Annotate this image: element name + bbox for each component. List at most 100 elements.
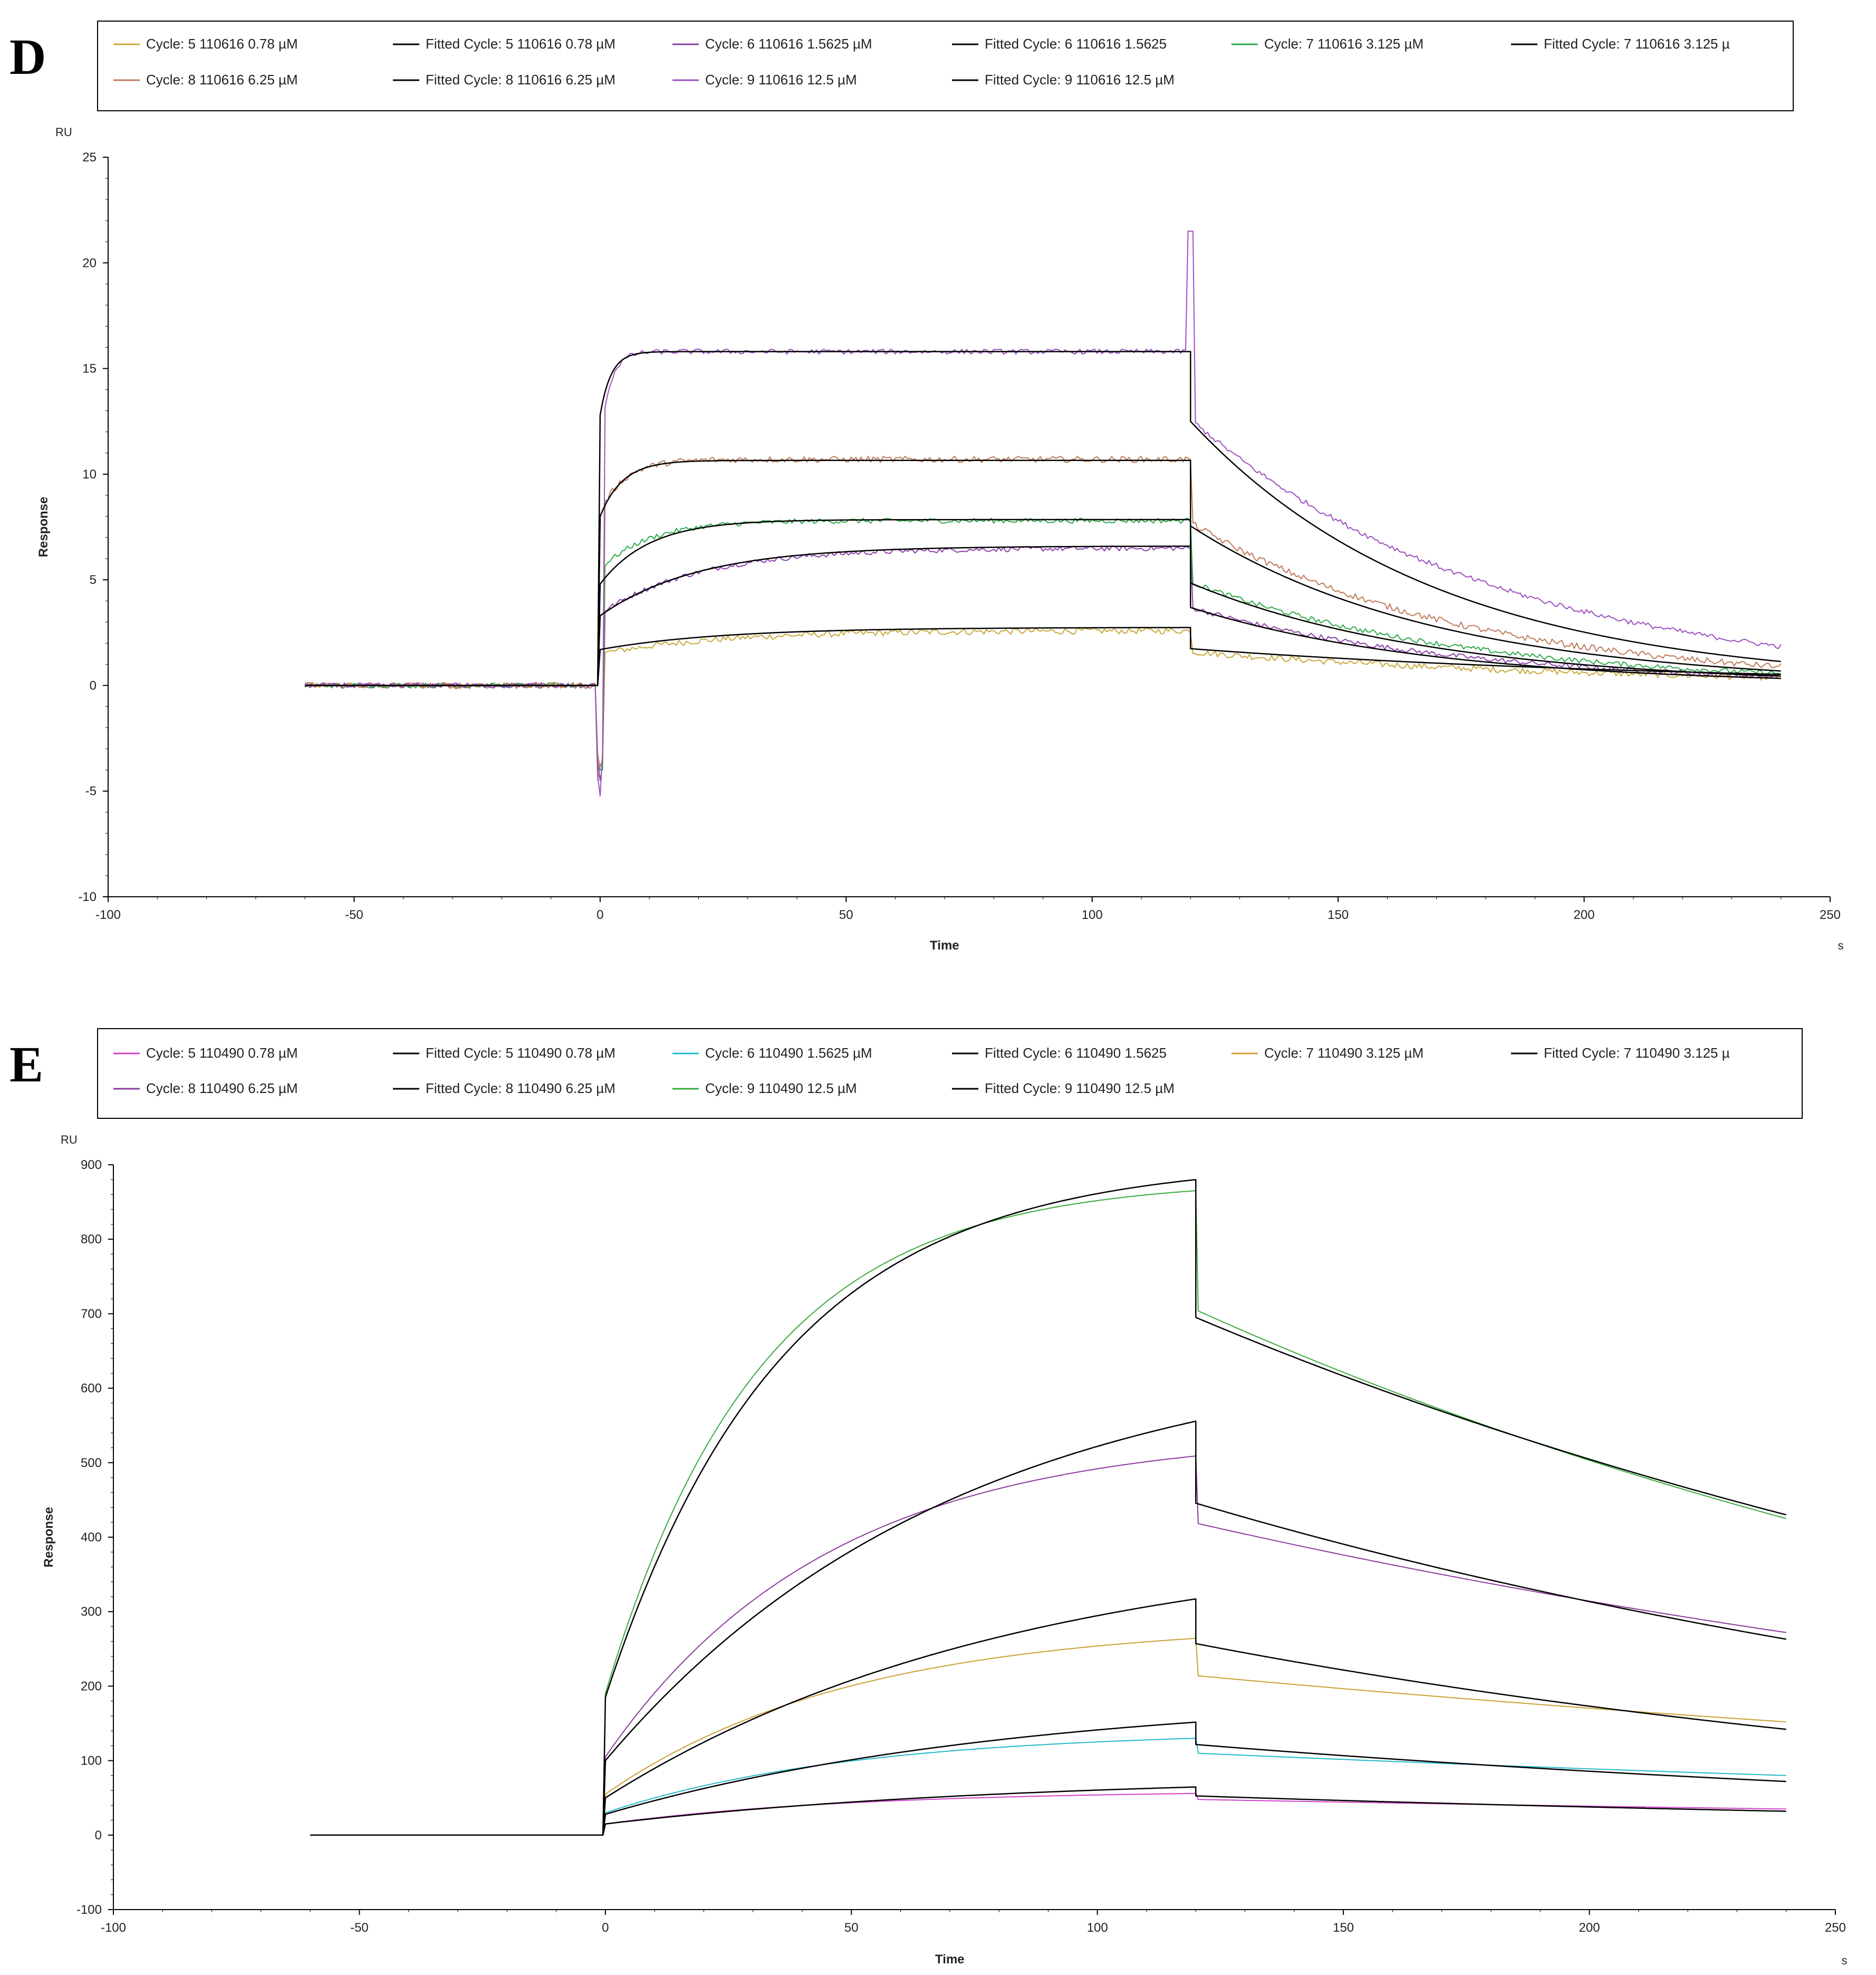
x-tick-label: 0 xyxy=(602,1921,609,1935)
legend-item: Cycle: 7 110490 3.125 µM xyxy=(1232,1045,1423,1061)
legend-item: Fitted Cycle: 6 110616 1.5625 xyxy=(952,36,1167,52)
legend-label: Cycle: 6 110490 1.5625 µM xyxy=(705,1045,872,1061)
y-tick-label: 25 xyxy=(82,150,97,165)
y-tick-label: 10 xyxy=(82,467,97,482)
y-tick-label: -10 xyxy=(78,890,97,904)
legend-item: Cycle: 8 110616 6.25 µM xyxy=(113,72,298,88)
x-tick-label: 100 xyxy=(1082,908,1103,922)
x-tick-label: 250 xyxy=(1825,1921,1846,1935)
legend-label: Fitted Cycle: 8 110490 6.25 µM xyxy=(426,1080,615,1096)
legend-label: Fitted Cycle: 5 110490 0.78 µM xyxy=(426,1045,615,1061)
y-tick-label: 500 xyxy=(81,1456,102,1470)
data-series-line xyxy=(304,627,1781,781)
x-tick-label: 100 xyxy=(1087,1921,1108,1935)
fit-series-line xyxy=(310,1786,1786,1836)
y-tick-label: 600 xyxy=(81,1382,102,1396)
x-tick-label: 50 xyxy=(844,1921,859,1935)
legend-item: Fitted Cycle: 9 110616 12.5 µM xyxy=(952,72,1175,88)
legend-item: Cycle: 9 110616 12.5 µM xyxy=(672,72,857,88)
legend-label: Cycle: 6 110616 1.5625 µM xyxy=(705,36,872,52)
y-tick-label: 400 xyxy=(81,1530,102,1545)
y-tick-label: 15 xyxy=(82,362,97,376)
legend-item: Cycle: 6 110490 1.5625 µM xyxy=(672,1045,872,1061)
y-unit-label: RU xyxy=(61,1133,78,1146)
y-tick-label: 20 xyxy=(82,256,97,270)
legend-label: Cycle: 5 110490 0.78 µM xyxy=(146,1045,298,1061)
legend-item: Cycle: 5 110616 0.78 µM xyxy=(113,36,298,52)
legend-label: Cycle: 8 110490 6.25 µM xyxy=(146,1080,298,1096)
legend-e: Cycle: 5 110490 0.78 µM Fitted Cycle: 5 1… xyxy=(113,1045,1730,1096)
x-axis-title: Time xyxy=(930,938,959,953)
legend-label: Fitted Cycle: 7 110490 3.125 µ xyxy=(1544,1045,1730,1061)
y-tick-label: 200 xyxy=(81,1679,102,1693)
x-axis-title: Time xyxy=(935,1952,965,1967)
x-tick-label: 200 xyxy=(1574,908,1595,922)
legend-label: Fitted Cycle: 6 110616 1.5625 xyxy=(985,36,1167,52)
legend-box-e xyxy=(97,1028,1803,1119)
y-axis-title: Response xyxy=(36,497,51,558)
y-tick-label: -5 xyxy=(85,784,97,799)
panel-e: E Cycle: 5 110490 0.78 µM Fitted Cycle: 5… xyxy=(9,1028,1848,1967)
legend-label: Fitted Cycle: 6 110490 1.5625 xyxy=(985,1045,1167,1061)
fit-series-line xyxy=(310,1721,1786,1836)
y-tick-label: 300 xyxy=(81,1605,102,1619)
legend-label: Cycle: 8 110616 6.25 µM xyxy=(146,72,298,88)
data-series-line xyxy=(310,1792,1786,1836)
legend-item: Fitted Cycle: 9 110490 12.5 µM xyxy=(952,1080,1175,1096)
legend-item: Fitted Cycle: 8 110490 6.25 µM xyxy=(393,1080,615,1096)
legend-item: Fitted Cycle: 6 110490 1.5625 xyxy=(952,1045,1167,1061)
data-series-line xyxy=(310,1455,1786,1836)
legend-item: Fitted Cycle: 5 110490 0.78 µM xyxy=(393,1045,615,1061)
fit-series-line xyxy=(305,519,1781,686)
data-series-line xyxy=(310,1738,1786,1836)
fit-series-line xyxy=(310,1598,1786,1836)
legend-item: Cycle: 7 110616 3.125 µM xyxy=(1232,36,1423,52)
plot-area-e xyxy=(310,1179,1787,1836)
legend-item: Fitted Cycle: 5 110616 0.78 µM xyxy=(393,36,615,52)
x-tick-label: -100 xyxy=(101,1921,126,1935)
x-tick-label: -50 xyxy=(345,908,363,922)
legend-label: Fitted Cycle: 7 110616 3.125 µ xyxy=(1544,36,1730,52)
data-series-line xyxy=(304,231,1782,797)
panel-label-d: D xyxy=(9,28,46,85)
x-tick-label: -100 xyxy=(95,908,121,922)
fit-series-line xyxy=(305,545,1781,686)
x-tick-label: 250 xyxy=(1820,908,1841,922)
legend-item: Cycle: 6 110616 1.5625 µM xyxy=(672,36,872,52)
axes-e: -100 0 100 200 300 400 500 600 700 800 900 -100 -50 0… xyxy=(42,1133,1848,1967)
y-tick-label: 100 xyxy=(81,1754,102,1768)
x-tick-label: -50 xyxy=(350,1921,369,1935)
legend-label: Fitted Cycle: 9 110616 12.5 µM xyxy=(985,72,1175,88)
legend-label: Fitted Cycle: 8 110616 6.25 µM xyxy=(426,72,615,88)
y-tick-label: 800 xyxy=(81,1232,102,1247)
panel-d: D Cycle: 5 110616 0.78 µM Fitted Cycle: 5… xyxy=(9,21,1844,953)
fit-series-line xyxy=(310,1420,1786,1836)
legend-label: Cycle: 9 110616 12.5 µM xyxy=(705,72,857,88)
x-tick-label: 150 xyxy=(1333,1921,1354,1935)
x-tick-label: 150 xyxy=(1327,908,1349,922)
y-tick-label: 0 xyxy=(95,1828,102,1843)
y-tick-label: 5 xyxy=(90,573,97,587)
legend-item: Fitted Cycle: 7 110490 3.125 µ xyxy=(1511,1045,1730,1061)
plot-area-d xyxy=(304,231,1782,797)
data-series-line xyxy=(304,455,1782,768)
y-tick-label: 700 xyxy=(81,1307,102,1321)
legend-item: Fitted Cycle: 7 110616 3.125 µ xyxy=(1511,36,1730,52)
y-tick-label: 900 xyxy=(81,1158,102,1172)
x-unit-label: s xyxy=(1838,939,1844,952)
legend-item: Fitted Cycle: 8 110616 6.25 µM xyxy=(393,72,615,88)
legend-label: Fitted Cycle: 5 110616 0.78 µM xyxy=(426,36,615,52)
legend-label: Cycle: 7 110616 3.125 µM xyxy=(1264,36,1423,52)
x-unit-label: s xyxy=(1842,1954,1848,1967)
fit-series-line xyxy=(305,627,1781,686)
legend-item: Cycle: 8 110490 6.25 µM xyxy=(113,1080,298,1096)
y-unit-label: RU xyxy=(55,126,72,139)
x-tick-label: 0 xyxy=(597,908,603,922)
legend-label: Cycle: 7 110490 3.125 µM xyxy=(1264,1045,1423,1061)
y-tick-label: 0 xyxy=(90,678,97,693)
data-series-line xyxy=(304,517,1782,771)
panel-label-e: E xyxy=(9,1036,43,1092)
fit-series-line xyxy=(305,351,1781,686)
legend-item: Cycle: 5 110490 0.78 µM xyxy=(113,1045,298,1061)
